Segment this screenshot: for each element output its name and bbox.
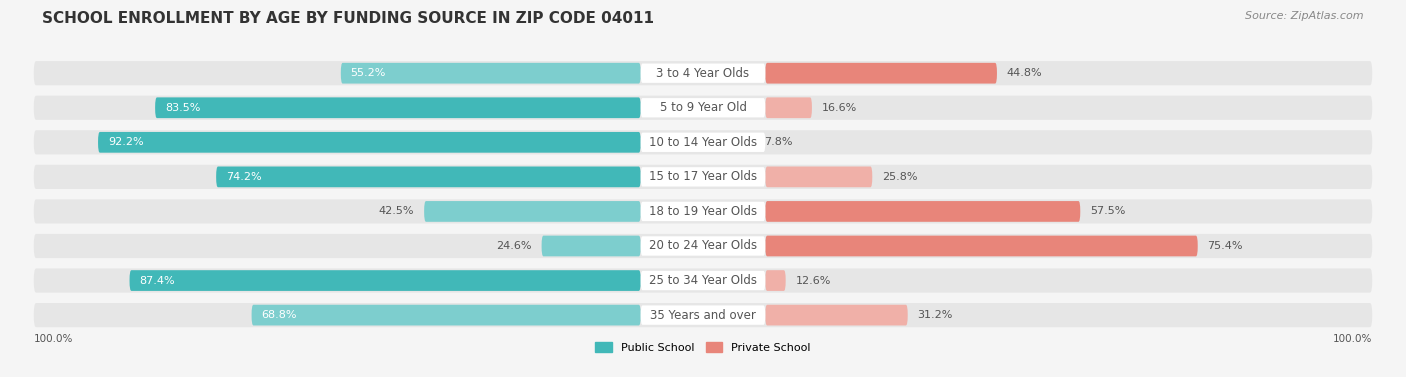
Text: 16.6%: 16.6% xyxy=(821,103,858,113)
Text: 87.4%: 87.4% xyxy=(139,276,174,285)
Text: 57.5%: 57.5% xyxy=(1090,207,1125,216)
Legend: Public School, Private School: Public School, Private School xyxy=(591,337,815,357)
Text: 35 Years and over: 35 Years and over xyxy=(650,309,756,322)
FancyBboxPatch shape xyxy=(34,130,1372,155)
FancyBboxPatch shape xyxy=(34,61,1372,85)
FancyBboxPatch shape xyxy=(641,167,765,187)
FancyBboxPatch shape xyxy=(641,63,765,83)
FancyBboxPatch shape xyxy=(155,97,641,118)
FancyBboxPatch shape xyxy=(641,305,765,325)
FancyBboxPatch shape xyxy=(34,268,1372,293)
FancyBboxPatch shape xyxy=(765,305,908,325)
FancyBboxPatch shape xyxy=(641,98,765,118)
Text: 100.0%: 100.0% xyxy=(34,334,73,343)
Text: 15 to 17 Year Olds: 15 to 17 Year Olds xyxy=(650,170,756,183)
Text: 20 to 24 Year Olds: 20 to 24 Year Olds xyxy=(650,239,756,253)
Text: 24.6%: 24.6% xyxy=(496,241,531,251)
FancyBboxPatch shape xyxy=(641,202,765,221)
FancyBboxPatch shape xyxy=(34,234,1372,258)
FancyBboxPatch shape xyxy=(34,303,1372,327)
Text: 12.6%: 12.6% xyxy=(796,276,831,285)
Text: 68.8%: 68.8% xyxy=(262,310,297,320)
Text: 25.8%: 25.8% xyxy=(882,172,918,182)
Text: 18 to 19 Year Olds: 18 to 19 Year Olds xyxy=(650,205,756,218)
Text: 5 to 9 Year Old: 5 to 9 Year Old xyxy=(659,101,747,114)
Text: 10 to 14 Year Olds: 10 to 14 Year Olds xyxy=(650,136,756,149)
Text: 92.2%: 92.2% xyxy=(108,137,143,147)
Text: 44.8%: 44.8% xyxy=(1007,68,1042,78)
Text: 25 to 34 Year Olds: 25 to 34 Year Olds xyxy=(650,274,756,287)
FancyBboxPatch shape xyxy=(765,63,997,84)
FancyBboxPatch shape xyxy=(765,236,1198,256)
Text: 42.5%: 42.5% xyxy=(378,207,415,216)
FancyBboxPatch shape xyxy=(425,201,641,222)
FancyBboxPatch shape xyxy=(34,96,1372,120)
FancyBboxPatch shape xyxy=(34,199,1372,224)
FancyBboxPatch shape xyxy=(541,236,641,256)
Text: 31.2%: 31.2% xyxy=(918,310,953,320)
FancyBboxPatch shape xyxy=(765,97,811,118)
FancyBboxPatch shape xyxy=(252,305,641,325)
Text: 3 to 4 Year Olds: 3 to 4 Year Olds xyxy=(657,67,749,80)
FancyBboxPatch shape xyxy=(765,167,872,187)
FancyBboxPatch shape xyxy=(340,63,641,84)
FancyBboxPatch shape xyxy=(641,271,765,290)
Text: 83.5%: 83.5% xyxy=(165,103,200,113)
Text: 74.2%: 74.2% xyxy=(226,172,262,182)
Text: 55.2%: 55.2% xyxy=(350,68,387,78)
FancyBboxPatch shape xyxy=(765,270,786,291)
Text: 75.4%: 75.4% xyxy=(1208,241,1243,251)
FancyBboxPatch shape xyxy=(641,133,765,152)
Text: 100.0%: 100.0% xyxy=(1333,334,1372,343)
FancyBboxPatch shape xyxy=(765,201,1080,222)
Text: Source: ZipAtlas.com: Source: ZipAtlas.com xyxy=(1246,11,1364,21)
FancyBboxPatch shape xyxy=(217,167,641,187)
FancyBboxPatch shape xyxy=(98,132,641,153)
FancyBboxPatch shape xyxy=(129,270,641,291)
Text: 7.8%: 7.8% xyxy=(763,137,793,147)
FancyBboxPatch shape xyxy=(34,165,1372,189)
FancyBboxPatch shape xyxy=(641,236,765,256)
Text: SCHOOL ENROLLMENT BY AGE BY FUNDING SOURCE IN ZIP CODE 04011: SCHOOL ENROLLMENT BY AGE BY FUNDING SOUR… xyxy=(42,11,654,26)
